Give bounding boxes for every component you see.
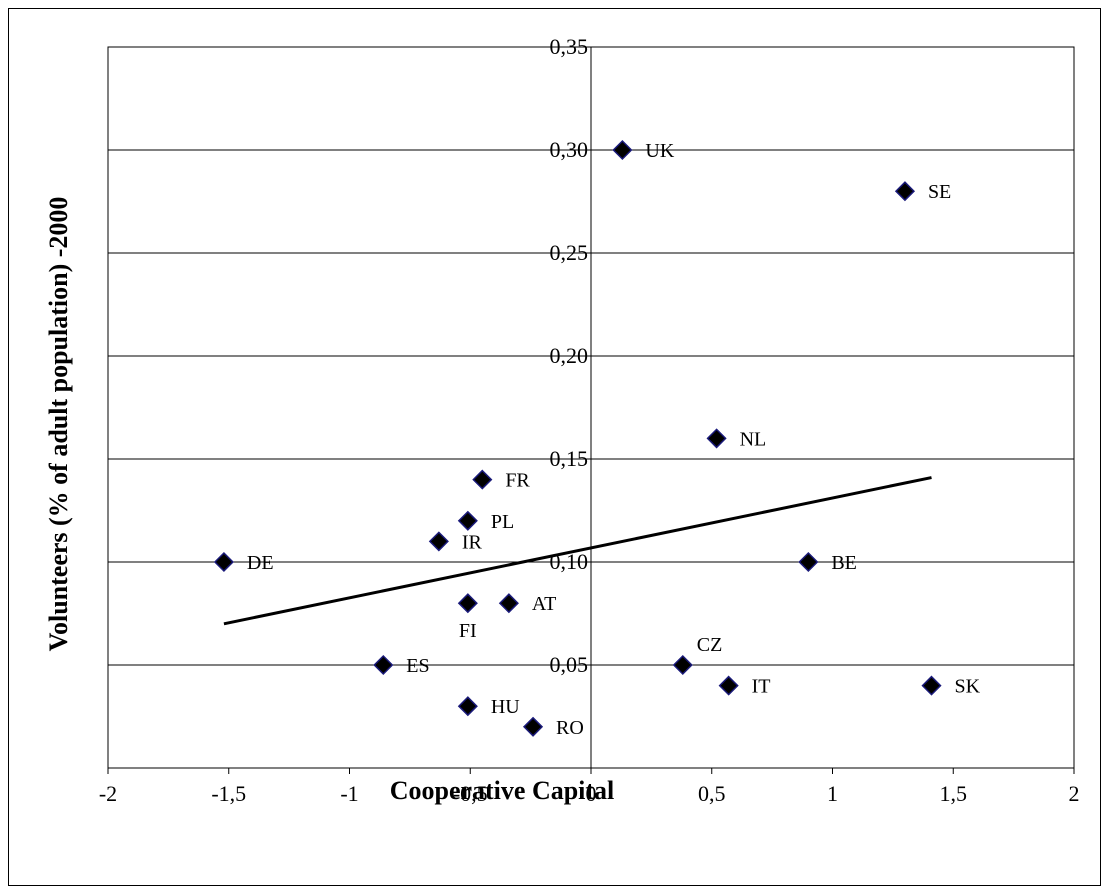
point-labels: UK SE NL FR PL IR DE BE FI AT CZ ES IT SK HU RO xyxy=(247,140,981,739)
data-point-ro xyxy=(522,716,544,737)
data-point-at xyxy=(498,593,519,614)
point-label-sk: SK xyxy=(955,676,981,698)
point-label-nl: NL xyxy=(740,428,767,450)
point-label-fi: FI xyxy=(459,620,477,642)
y-tick-label-4: 0,25 xyxy=(550,240,589,265)
point-label-ir: IR xyxy=(462,531,483,553)
point-label-it: IT xyxy=(752,676,771,698)
y-tick-label-2: 0,15 xyxy=(550,446,589,471)
data-point-fi xyxy=(457,593,478,614)
data-point-pl xyxy=(457,510,478,531)
y-tick-label-0: 0,05 xyxy=(550,652,589,677)
y-tick-labels: 0,050,100,150,200,250,300,35 xyxy=(550,34,589,677)
point-label-at: AT xyxy=(532,593,556,615)
x-tick-label-1: -1,5 xyxy=(211,781,246,806)
data-point-be xyxy=(798,551,819,573)
x-tick-label-0: -2 xyxy=(99,781,117,806)
x-axis-title: Cooperative Capital xyxy=(390,776,615,805)
point-label-hu: HU xyxy=(491,696,520,718)
x-tick-label-3: -0,5 xyxy=(453,781,488,806)
data-point-uk xyxy=(612,139,633,161)
y-axis-title: Volunteers (% of adult population) -2000 xyxy=(44,197,73,652)
data-points xyxy=(213,139,942,737)
point-label-fr: FR xyxy=(505,470,530,492)
point-label-se: SE xyxy=(928,181,951,203)
point-label-be: BE xyxy=(831,552,857,574)
data-point-de xyxy=(213,551,234,573)
x-tick-label-2: -1 xyxy=(340,781,358,806)
point-label-pl: PL xyxy=(491,511,514,533)
trendline xyxy=(223,476,932,626)
point-label-de: DE xyxy=(247,552,274,574)
data-point-nl xyxy=(706,428,727,449)
point-label-cz: CZ xyxy=(697,634,723,656)
point-label-uk: UK xyxy=(645,140,674,162)
data-point-es xyxy=(373,654,394,676)
trendline-group xyxy=(223,476,932,626)
data-point-it xyxy=(718,675,739,696)
x-tick-label-4: 0 xyxy=(586,781,597,806)
x-tick-label-7: 1,5 xyxy=(940,781,968,806)
y-tick-label-5: 0,30 xyxy=(550,137,589,162)
x-tick-label-8: 2 xyxy=(1069,781,1080,806)
y-tick-label-3: 0,20 xyxy=(550,343,589,368)
x-tick-label-5: 0,5 xyxy=(698,781,726,806)
data-point-hu xyxy=(457,696,478,717)
data-point-ir xyxy=(428,531,449,552)
data-point-cz xyxy=(672,654,693,676)
axes xyxy=(107,46,1075,774)
scatter-chart: 0,050,100,150,200,250,300,35 -2 -1,5 -1 -0,… xyxy=(44,34,1080,806)
data-point-sk xyxy=(921,675,942,696)
x-tick-label-6: 1 xyxy=(827,781,838,806)
point-label-es: ES xyxy=(406,655,429,677)
y-tick-label-6: 0,35 xyxy=(550,34,589,59)
point-label-ro: RO xyxy=(556,717,584,739)
chart-frame: 0,05 0,10 0,15 0,20 0,25 0,30 0,35 -2 -1,5 -1 -0,… xyxy=(8,8,1101,886)
data-point-se xyxy=(894,181,916,202)
x-tick-labels: -2 -1,5 -1 -0,5 0 0,5 1 1,5 2 xyxy=(99,781,1080,806)
data-point-fr xyxy=(472,469,493,490)
